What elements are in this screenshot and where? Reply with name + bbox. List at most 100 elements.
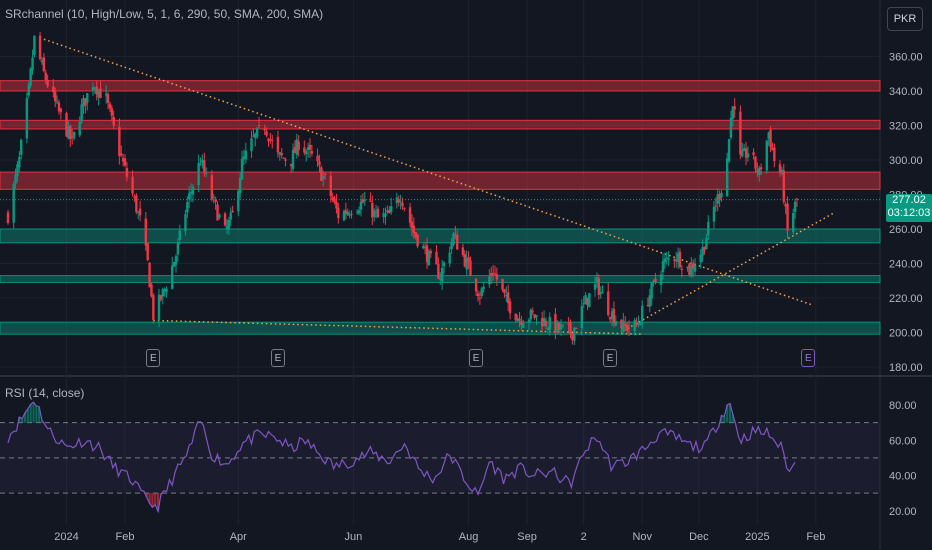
candle-body xyxy=(665,257,668,259)
candle-body xyxy=(422,245,425,249)
candle-body xyxy=(561,324,565,326)
candle-body xyxy=(201,159,204,163)
candle-body xyxy=(729,118,733,138)
candle-body xyxy=(172,261,176,267)
candle-body xyxy=(482,286,485,289)
candle-body xyxy=(548,316,551,331)
candle-body xyxy=(614,320,617,326)
candle-body xyxy=(84,98,87,106)
candle-body xyxy=(344,210,348,214)
candle-body xyxy=(65,112,68,137)
earnings-marker[interactable]: E xyxy=(469,349,484,367)
candle-body xyxy=(157,294,161,321)
earnings-marker[interactable]: E xyxy=(603,349,618,367)
candle-body xyxy=(31,57,34,70)
candle-body xyxy=(540,318,544,327)
candle-body xyxy=(254,133,257,139)
candle-body xyxy=(508,301,512,314)
rsi-line xyxy=(7,401,796,514)
candle-body xyxy=(637,322,640,325)
time-tick-label: 2 xyxy=(581,531,587,543)
candle-body xyxy=(495,274,499,280)
candle-body xyxy=(554,313,557,333)
candle-body xyxy=(346,211,349,215)
candle-body xyxy=(403,207,406,209)
candle-body xyxy=(507,292,510,304)
candle-body xyxy=(161,288,164,297)
candle-body xyxy=(374,211,378,213)
earnings-marker[interactable]: E xyxy=(801,349,816,367)
candle-body xyxy=(267,138,270,142)
candle-body xyxy=(648,295,651,307)
time-tick-label: Jun xyxy=(345,531,363,543)
rsi-tick-label: 60.00 xyxy=(889,435,917,447)
candle-body xyxy=(586,297,589,306)
candle-body xyxy=(714,205,718,207)
rsi-overbought-fill xyxy=(18,402,734,423)
price-tick-label: 300.00 xyxy=(889,155,923,167)
candle-body xyxy=(308,144,312,150)
candle-body xyxy=(688,263,691,275)
candle-body xyxy=(188,193,191,200)
candle-body xyxy=(331,196,334,201)
earnings-marker[interactable]: E xyxy=(270,349,285,367)
candle-body xyxy=(295,139,298,155)
price-tick-label: 240.00 xyxy=(889,259,923,271)
candle-body xyxy=(218,214,221,218)
price-tick-label: 340.00 xyxy=(889,86,923,98)
candle-body xyxy=(52,86,55,93)
rsi-tick-label: 20.00 xyxy=(889,506,917,518)
candle-body xyxy=(641,305,644,322)
earnings-marker[interactable]: E xyxy=(146,349,161,367)
candle-body xyxy=(278,152,282,155)
candle-body xyxy=(673,259,676,261)
candle-body xyxy=(646,305,650,307)
candle-body xyxy=(693,265,697,272)
candle-body xyxy=(91,87,95,90)
candle-body xyxy=(255,127,259,137)
candle-body xyxy=(425,245,429,263)
candle-body xyxy=(59,108,63,113)
candle-body xyxy=(491,272,495,275)
trendlines xyxy=(0,38,880,335)
candle-body xyxy=(323,173,327,176)
candle-body xyxy=(284,159,287,161)
candle-body xyxy=(439,278,442,280)
candle-body xyxy=(610,311,614,319)
candle-body xyxy=(44,72,47,81)
candle-body xyxy=(6,212,10,223)
candle-body xyxy=(414,232,417,238)
candle-body xyxy=(408,207,412,223)
candle-body xyxy=(55,101,59,103)
candle-body xyxy=(395,197,399,204)
candle-body xyxy=(223,213,227,226)
candle-body xyxy=(12,184,15,223)
candle-body xyxy=(38,35,42,60)
candle-body xyxy=(335,201,338,209)
candle-body xyxy=(322,176,325,179)
candle-body xyxy=(174,256,178,265)
candle-body xyxy=(659,274,663,285)
candle-body xyxy=(104,93,108,96)
candle-body xyxy=(348,214,351,216)
candle-body xyxy=(488,276,491,285)
candle-body xyxy=(138,208,142,216)
price-tick-label: 180.00 xyxy=(889,362,923,374)
candle-body xyxy=(121,157,125,162)
candle-body xyxy=(635,322,638,325)
candle-body xyxy=(680,268,684,270)
candle-body xyxy=(204,173,208,175)
candle-body xyxy=(620,319,623,329)
candle-body xyxy=(27,84,30,96)
rsi-tick-label: 80.00 xyxy=(889,400,917,412)
candle-body xyxy=(244,150,248,160)
currency-button[interactable]: PKR xyxy=(887,7,923,31)
candle-body xyxy=(703,246,706,251)
candle-body xyxy=(567,323,570,325)
candle-body xyxy=(131,176,134,194)
candle-body xyxy=(454,234,457,236)
candle-body xyxy=(355,211,359,213)
candle-body xyxy=(490,273,493,277)
candle-body xyxy=(86,93,89,103)
